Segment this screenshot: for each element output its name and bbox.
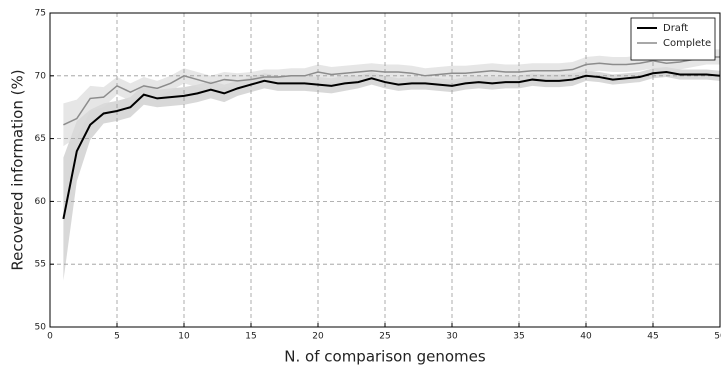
x-tick-label: 40 <box>580 332 592 342</box>
y-axis-label: Recovered information (%) <box>9 69 27 270</box>
series-line <box>63 56 720 126</box>
x-tick-label: 45 <box>647 332 658 342</box>
y-tick-label: 50 <box>35 323 47 333</box>
x-tick-label: 20 <box>312 332 324 342</box>
x-tick-label: 10 <box>178 332 190 342</box>
y-tick-label: 60 <box>35 197 47 207</box>
x-tick-label: 15 <box>245 332 256 342</box>
x-axis-label: N. of comparison genomes <box>284 348 486 366</box>
x-tick-label: 0 <box>47 332 53 342</box>
y-tick-label: 75 <box>35 9 46 19</box>
plot-frame <box>49 12 721 328</box>
x-tick-label: 5 <box>114 332 120 342</box>
y-tick-label: 55 <box>35 260 46 270</box>
series-line <box>62 71 721 220</box>
x-tick-label: 50 <box>714 332 721 342</box>
legend: Draft Complete <box>630 17 716 61</box>
x-tick-label: 30 <box>446 332 458 342</box>
y-tick-label: 70 <box>35 71 47 81</box>
confidence-band <box>63 49 720 147</box>
x-tick-label: 25 <box>379 332 390 342</box>
legend-box <box>630 17 716 61</box>
y-tick-label: 65 <box>35 134 46 144</box>
confidence-band <box>63 67 720 281</box>
x-tick-label: 35 <box>513 332 524 342</box>
legend-label: Complete <box>663 38 711 49</box>
legend-label: Draft <box>663 23 688 34</box>
